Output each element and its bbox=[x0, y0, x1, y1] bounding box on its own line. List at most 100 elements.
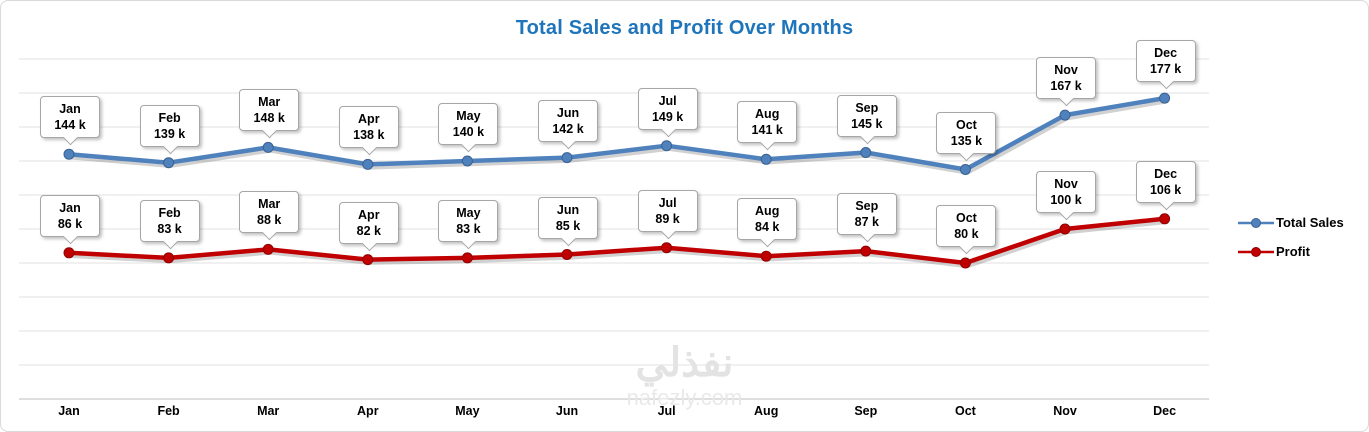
profit-marker bbox=[760, 250, 772, 262]
legend-item-total-sales: Total Sales bbox=[1238, 215, 1344, 230]
total-sales-line-shadow bbox=[68, 98, 1169, 175]
data-label-callout: Aug 84 k bbox=[737, 198, 798, 241]
total-sales-legend-marker-icon bbox=[1238, 217, 1274, 228]
profit-marker bbox=[362, 254, 374, 266]
callout-value: 100 k bbox=[1050, 193, 1082, 207]
x-axis-label: Feb bbox=[157, 404, 180, 418]
callout-value: 84 k bbox=[755, 220, 780, 235]
callout-month: Feb bbox=[158, 110, 181, 125]
callout-month: Jan bbox=[59, 102, 81, 117]
total-sales-marker bbox=[262, 141, 274, 153]
x-axis-label: Sep bbox=[854, 404, 878, 418]
x-axis-label: Aug bbox=[754, 404, 779, 418]
profit-legend-marker-icon bbox=[1238, 246, 1274, 257]
callout-value: 144 k bbox=[54, 118, 86, 133]
callout-month: Dec bbox=[1154, 46, 1178, 61]
x-axis-label: May bbox=[455, 404, 480, 418]
callout-value: 89 k bbox=[655, 211, 680, 226]
x-axis-label: Jun bbox=[555, 404, 579, 418]
profit-marker bbox=[959, 257, 971, 269]
callout-month: Oct bbox=[955, 211, 977, 225]
profit-line-shadow bbox=[68, 219, 1169, 269]
data-label-callout: Jan 86 k bbox=[40, 194, 100, 237]
data-label-callout: Feb 83 k bbox=[139, 199, 200, 242]
profit-marker bbox=[163, 252, 175, 264]
data-label-callout: Mar 88 k bbox=[239, 191, 300, 234]
x-axis-label: Jan bbox=[58, 404, 80, 418]
callout-month: Apr bbox=[358, 207, 380, 222]
total-sales-marker bbox=[461, 155, 473, 167]
x-axis-label: Oct bbox=[954, 404, 976, 418]
total-sales-marker bbox=[362, 158, 374, 170]
data-label-callout: Sep 87 k bbox=[836, 193, 897, 236]
x-axis-label: Apr bbox=[357, 404, 379, 418]
data-label-callout: Dec 177 k bbox=[1135, 40, 1196, 83]
profit-marker bbox=[63, 247, 75, 259]
data-label-callout: Jul 89 k bbox=[637, 189, 698, 232]
callout-month: Jan bbox=[59, 200, 81, 215]
callout-value: 148 k bbox=[253, 111, 285, 126]
callout-month: Dec bbox=[1154, 166, 1178, 181]
total-sales-marker bbox=[1059, 109, 1071, 121]
legend-label: Total Sales bbox=[1276, 215, 1344, 230]
callout-value: 139 k bbox=[153, 126, 186, 141]
profit-line bbox=[66, 216, 1167, 266]
total-sales-marker bbox=[561, 152, 573, 164]
legend: Total Sales Profit bbox=[1238, 215, 1344, 273]
total-sales-marker bbox=[860, 147, 872, 158]
callout-value: 141 k bbox=[751, 123, 783, 138]
data-label-callout: Oct 80 k bbox=[936, 205, 997, 247]
x-axis-label: Mar bbox=[257, 404, 280, 418]
data-label-callout: Mar 148 k bbox=[239, 89, 300, 132]
callout-value: 142 k bbox=[552, 121, 584, 136]
callout-month: Feb bbox=[158, 205, 181, 220]
total-sales-marker bbox=[661, 140, 673, 152]
data-label-callout: Nov 167 k bbox=[1036, 57, 1096, 100]
total-sales-marker bbox=[1159, 92, 1171, 104]
x-axis-label: Dec bbox=[1153, 404, 1177, 418]
total-sales-marker bbox=[63, 148, 75, 160]
callout-month: Jul bbox=[658, 195, 677, 210]
callout-month: Mar bbox=[258, 95, 281, 110]
callout-month: Nov bbox=[1054, 63, 1078, 78]
data-label-callout: Apr 138 k bbox=[338, 106, 399, 149]
total-sales-marker bbox=[760, 153, 772, 165]
profit-marker bbox=[461, 252, 473, 264]
callout-value: 149 k bbox=[651, 109, 684, 124]
callout-value: 80 k bbox=[954, 227, 979, 241]
profit-marker bbox=[1059, 223, 1071, 235]
callout-month: Sep bbox=[855, 199, 879, 214]
profit-marker bbox=[661, 242, 673, 254]
data-label-callout: Apr 82 k bbox=[338, 201, 399, 244]
data-label-callout: Jun 142 k bbox=[538, 99, 598, 142]
callout-value: 138 k bbox=[353, 128, 385, 143]
total-sales-line bbox=[66, 95, 1167, 172]
data-label-callout: Aug 141 k bbox=[737, 101, 798, 144]
callout-month: Nov bbox=[1054, 177, 1078, 191]
callout-month: Aug bbox=[755, 204, 780, 219]
data-label-callout: Jun 85 k bbox=[538, 196, 598, 239]
legend-item-profit: Profit bbox=[1238, 244, 1344, 259]
data-label-callout: Nov 100 k bbox=[1036, 171, 1096, 213]
callout-value: 135 k bbox=[950, 133, 983, 148]
callout-month: Sep bbox=[855, 100, 879, 115]
callout-month: Mar bbox=[258, 197, 281, 212]
callout-value: 83 k bbox=[157, 221, 182, 236]
data-label-callout: May 140 k bbox=[438, 103, 499, 145]
total-sales-marker bbox=[959, 164, 971, 175]
legend-label: Profit bbox=[1276, 244, 1310, 259]
data-label-callout: Dec 106 k bbox=[1135, 160, 1196, 203]
callout-value: 86 k bbox=[57, 216, 83, 231]
callout-value: 83 k bbox=[456, 221, 481, 236]
data-label-callout: Oct 135 k bbox=[936, 111, 997, 154]
callout-value: 140 k bbox=[452, 125, 485, 139]
chart-title: Total Sales and Profit Over Months bbox=[515, 17, 854, 39]
callout-value: 82 k bbox=[356, 223, 381, 238]
callout-month: Aug bbox=[755, 107, 780, 122]
profit-marker bbox=[1159, 213, 1171, 225]
callout-value: 167 k bbox=[1050, 79, 1082, 94]
profit-marker bbox=[860, 245, 872, 257]
callout-month: Jun bbox=[556, 202, 580, 217]
